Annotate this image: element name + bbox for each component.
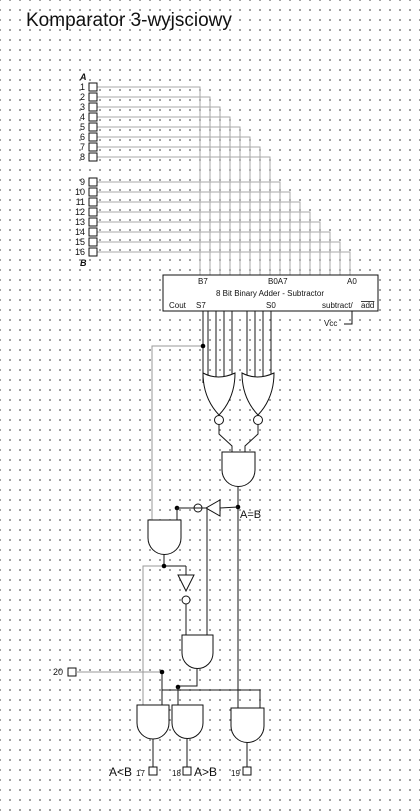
pin-3[interactable]: 3 <box>80 102 98 112</box>
svg-text:13: 13 <box>75 217 85 227</box>
input-20-label: 20 <box>53 667 63 677</box>
pin-13[interactable]: 13 <box>75 217 98 227</box>
pin-14[interactable]: 14 <box>75 227 98 237</box>
junction-less <box>161 563 167 569</box>
equal-label: A=B <box>240 509 261 521</box>
greater-signal-wires <box>177 668 198 705</box>
svg-text:11: 11 <box>76 197 85 207</box>
not-gate-less[interactable] <box>177 574 195 605</box>
svg-text:16: 16 <box>75 247 85 257</box>
pin-7[interactable]: 7 <box>80 142 98 152</box>
nor-to-and-wires <box>218 425 259 452</box>
and-gate-out-gt[interactable] <box>171 704 204 739</box>
adder-name: 8 Bit Binary Adder - Subtractor <box>216 289 324 298</box>
sign-bit-wire <box>151 311 204 520</box>
nor-gate-right[interactable] <box>241 372 275 425</box>
svg-text:15: 15 <box>75 237 85 247</box>
adder-pin-subtract: subtract/ <box>322 301 353 310</box>
adder-pin-add: add <box>361 301 374 310</box>
and-gate-out-eq[interactable] <box>230 707 265 743</box>
output-gt[interactable]: 18 A>B <box>172 765 217 779</box>
pin-4[interactable]: 4 <box>80 112 98 122</box>
junction-sign <box>200 343 206 349</box>
and-gate-out-lt[interactable] <box>136 704 170 740</box>
pin-15[interactable]: 15 <box>75 237 98 247</box>
bus-a-pins: A 1 2 3 4 5 6 7 8 <box>79 72 98 162</box>
svg-text:5: 5 <box>80 122 85 132</box>
adder-pin-b0a7: B0A7 <box>268 277 288 286</box>
svg-text:12: 12 <box>75 207 85 217</box>
nor-gate-left[interactable] <box>202 372 236 425</box>
pin-12[interactable]: 12 <box>75 207 98 217</box>
adder-pin-s7: S7 <box>196 301 206 310</box>
and-gate-greater[interactable] <box>181 634 214 669</box>
and-gate-less[interactable] <box>147 519 182 555</box>
adder-pin-cout: Cout <box>169 301 187 310</box>
bus-wires <box>97 86 351 276</box>
svg-text:3: 3 <box>80 102 85 112</box>
pin-10[interactable]: 10 <box>75 187 98 197</box>
pin-8[interactable]: 8 <box>80 152 98 162</box>
pin-2[interactable]: 2 <box>80 92 98 102</box>
bus-a-label: A <box>79 72 87 82</box>
adder-subtractor-block[interactable]: B7 B0A7 A0 8 Bit Binary Adder - Subtract… <box>162 274 379 312</box>
output-lt-label: A<B <box>109 765 132 779</box>
enable-wires <box>76 671 261 708</box>
bus-b-pins: 9 10 11 12 13 14 15 16 B <box>75 177 98 268</box>
bus-b-label: B <box>80 258 87 268</box>
pin-11[interactable]: 11 <box>76 197 98 207</box>
vcc-label: Vcc <box>324 319 337 328</box>
svg-text:10: 10 <box>75 187 85 197</box>
adder-pin-s0: S0 <box>266 301 276 310</box>
output-lt[interactable]: A<B 17 <box>109 765 158 779</box>
pin-1[interactable]: 1 <box>80 82 98 92</box>
pin-16[interactable]: 16 <box>75 247 98 257</box>
pin-5[interactable]: 5 <box>80 122 98 132</box>
sum-output-wires <box>207 311 272 383</box>
svg-text:1: 1 <box>80 82 85 92</box>
svg-text:8: 8 <box>80 152 85 162</box>
input-20[interactable]: 20 <box>53 667 77 677</box>
svg-text:7: 7 <box>80 142 85 152</box>
output-gt-label: A>B <box>194 765 217 779</box>
not-equal-distribution <box>176 507 208 638</box>
svg-text:9: 9 <box>80 177 85 187</box>
pin-9[interactable]: 9 <box>80 177 98 187</box>
adder-pin-a0: A0 <box>347 277 357 286</box>
junction-enable <box>159 669 165 675</box>
pin-6[interactable]: 6 <box>80 132 98 142</box>
svg-text:2: 2 <box>80 92 85 102</box>
svg-text:4: 4 <box>80 112 85 122</box>
adder-pin-b7: B7 <box>198 277 208 286</box>
output-gt-pin: 18 <box>172 769 181 778</box>
output-eq-pin: 19 <box>231 769 240 778</box>
output-eq[interactable]: 19 <box>231 766 252 778</box>
vcc-connection: Vcc <box>324 311 353 328</box>
diagram-title: Komparator 3-wyjsciowy <box>26 10 232 31</box>
output-lt-pin: 17 <box>136 769 145 778</box>
svg-text:14: 14 <box>75 227 85 237</box>
and-gate-equal[interactable] <box>221 451 256 487</box>
output-wires <box>152 739 248 767</box>
svg-text:6: 6 <box>80 132 85 142</box>
